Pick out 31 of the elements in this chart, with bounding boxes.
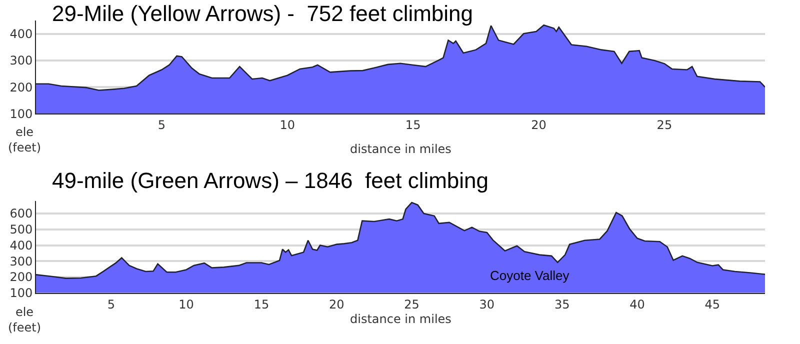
y-axis-title: ele (feet) bbox=[8, 305, 42, 335]
x-axis-title: distance in miles bbox=[350, 312, 452, 326]
x-tick-label: 40 bbox=[630, 297, 645, 312]
x-tick-label: 35 bbox=[554, 297, 570, 312]
y-tick-label: 100 bbox=[10, 106, 33, 121]
y-tick-label: 600 bbox=[10, 206, 33, 221]
x-tick-label: 10 bbox=[280, 118, 296, 132]
annotation: Coyote Valley bbox=[490, 268, 570, 283]
y-tick-label: 100 bbox=[10, 286, 33, 300]
x-tick-label: 25 bbox=[404, 297, 420, 312]
x-tick-label: 15 bbox=[405, 118, 421, 132]
x-tick-label: 15 bbox=[254, 297, 270, 312]
y-tick-label: 300 bbox=[10, 254, 33, 268]
x-tick-label: 5 bbox=[107, 297, 115, 312]
x-tick-label: 45 bbox=[704, 297, 720, 312]
x-tick-label: 20 bbox=[531, 118, 546, 132]
y-tick-label: 200 bbox=[10, 270, 33, 284]
y-tick-label: 500 bbox=[10, 222, 33, 237]
y-tick-label: 200 bbox=[10, 80, 33, 94]
x-axis-title: distance in miles bbox=[350, 142, 452, 156]
x-tick-label: 30 bbox=[479, 297, 495, 312]
x-tick-label: 25 bbox=[656, 118, 672, 132]
x-tick-label: 5 bbox=[158, 118, 166, 132]
y-tick-label: 300 bbox=[10, 54, 33, 68]
x-tick-label: 20 bbox=[328, 297, 344, 312]
chart-title: 49-mile (Green Arrows) – 1846 feet climbing bbox=[52, 168, 489, 193]
x-tick-label: 10 bbox=[178, 297, 194, 312]
chart-title: 29-Mile (Yellow Arrows) - 752 feet climbing bbox=[52, 1, 474, 26]
y-tick-label: 400 bbox=[10, 27, 33, 42]
y-tick-label: 400 bbox=[10, 238, 33, 252]
y-axis-title: ele (feet) bbox=[8, 125, 42, 155]
